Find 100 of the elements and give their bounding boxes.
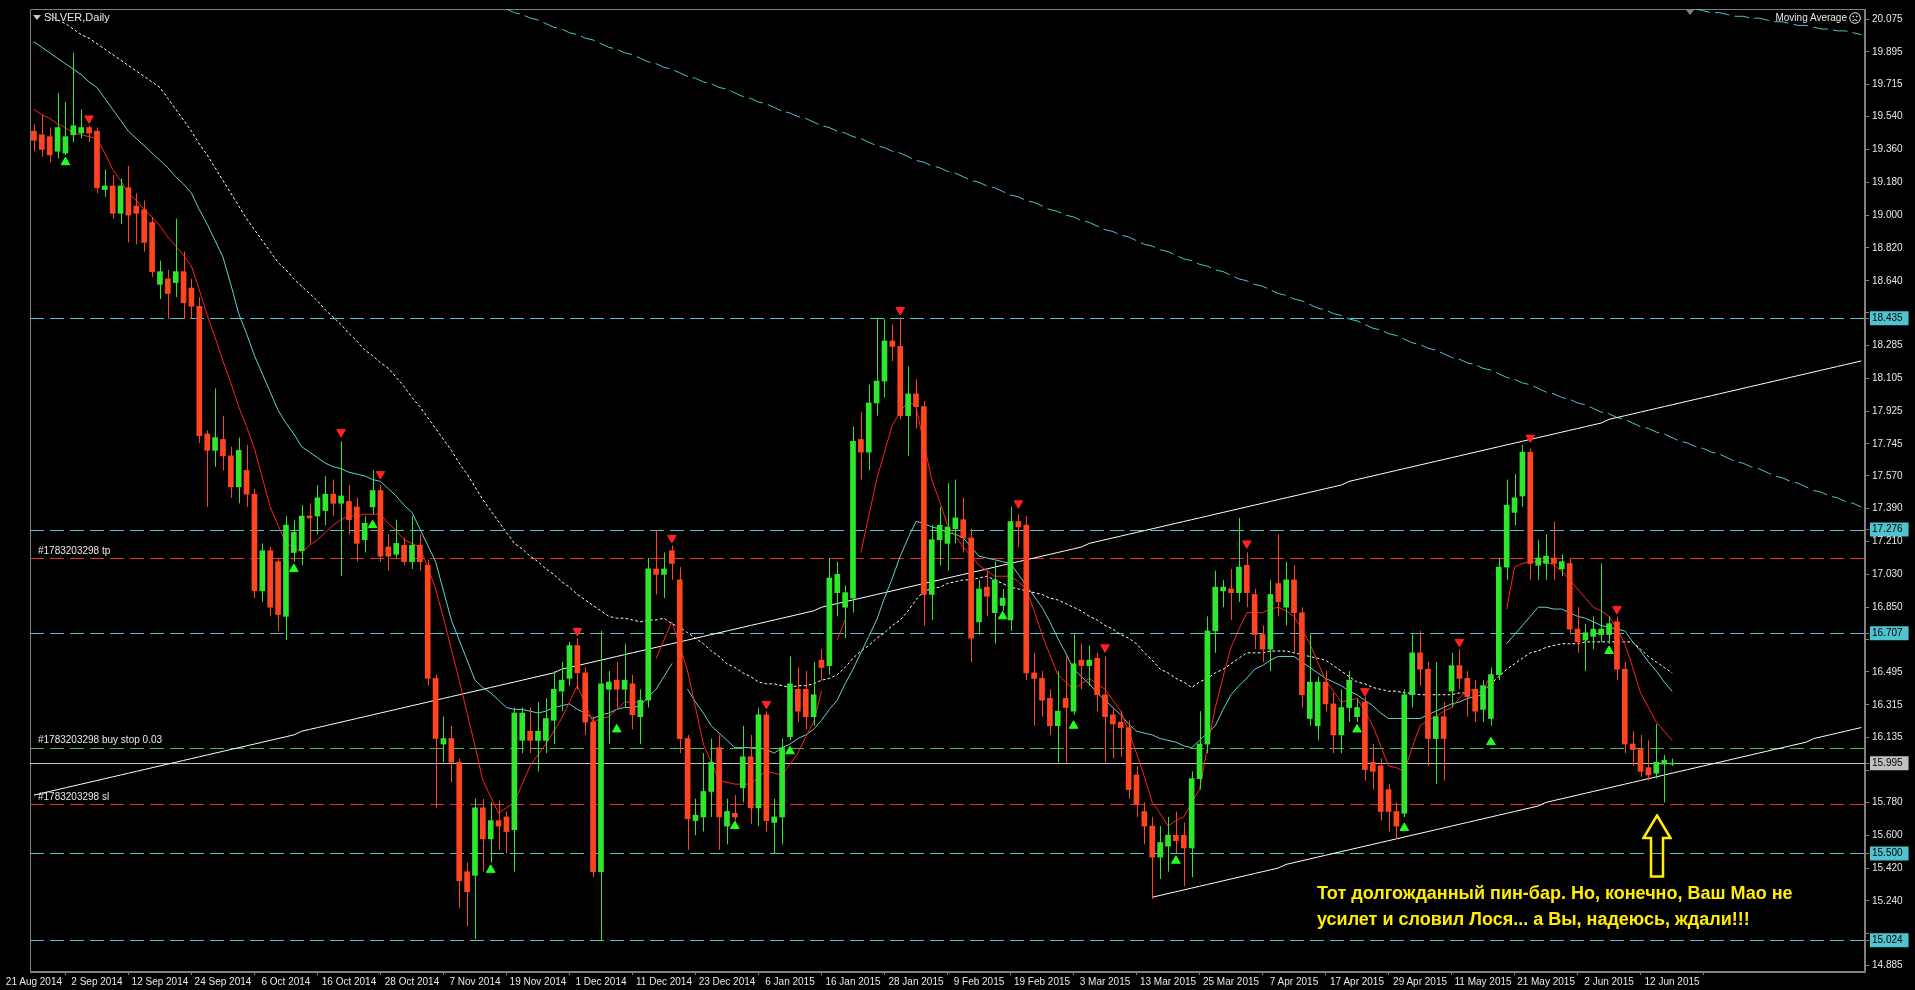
candlestick xyxy=(1472,679,1478,723)
x-tick-label: 16 Oct 2014 xyxy=(321,975,377,987)
point xyxy=(1013,500,1024,509)
point xyxy=(785,745,795,755)
y-tick-label: 16.495 xyxy=(1872,665,1904,677)
point xyxy=(367,519,378,529)
x-tick-label: 21 May 2015 xyxy=(1517,975,1576,987)
y-tick-label: 15.780 xyxy=(1872,796,1904,808)
y-tick-label: 16.315 xyxy=(1872,698,1904,710)
x-tick-label: 28 Oct 2014 xyxy=(384,975,440,987)
x-tick-label: 12 Sep 2014 xyxy=(131,975,189,987)
x-tick-label: 12 Jun 2015 xyxy=(1644,975,1701,987)
x-tick-label: 28 Jan 2015 xyxy=(888,975,944,987)
candlestick xyxy=(858,411,864,481)
y-tick-label: 17.390 xyxy=(1872,502,1904,514)
candlestick xyxy=(393,519,400,559)
candlestick xyxy=(157,260,163,300)
point xyxy=(375,471,386,480)
point xyxy=(611,723,622,733)
point xyxy=(485,864,496,873)
y-tick-label: 15.420 xyxy=(1872,861,1904,873)
x-tick-label: 7 Apr 2015 xyxy=(1269,975,1319,987)
y-tick-label: 14.885 xyxy=(1872,959,1904,971)
x-tick-label: 9 Feb 2015 xyxy=(953,975,1005,987)
candlestick xyxy=(1039,670,1045,718)
candlestick xyxy=(70,52,77,143)
x-tick-label: 19 Nov 2014 xyxy=(509,975,567,987)
x-tick-label: 29 Apr 2015 xyxy=(1393,975,1448,987)
x-tick-label: 2 Jun 2015 xyxy=(1584,975,1635,987)
y-tick-label: 19.715 xyxy=(1872,78,1904,90)
y-tick-label: 15.995 xyxy=(1872,756,1904,768)
y-tick-label: 15.500 xyxy=(1872,847,1904,859)
y-tick-label: 17.210 xyxy=(1872,535,1904,547)
candlestick xyxy=(842,584,848,639)
x-tick-label: 19 Feb 2015 xyxy=(1013,975,1071,987)
point xyxy=(730,820,740,830)
annotation: Тот долгожданный пин-бар. Но, конечно, Ваш Мао не усилет и словил Лося... а Вы, надеюсь, ждали!!! xyxy=(1317,882,1794,931)
x-tick-label: 6 Jan 2015 xyxy=(765,975,816,987)
candlestick xyxy=(1102,655,1108,763)
y-tick-label: 17.570 xyxy=(1872,469,1904,481)
point xyxy=(289,563,299,572)
candlestick xyxy=(1480,679,1486,723)
y-tick-label: 16.850 xyxy=(1872,600,1904,612)
candlestick xyxy=(984,570,990,617)
chart-title: SILVER,Daily xyxy=(44,11,110,24)
point xyxy=(1352,723,1362,733)
y-tick-label: 15.024 xyxy=(1872,934,1904,946)
candlestick xyxy=(527,707,533,754)
candlestick xyxy=(267,546,274,617)
y-tick-label: 19.360 xyxy=(1872,143,1904,155)
ref-line-label: #1783203298 sl xyxy=(38,790,110,802)
ref-line-label: #1783203298 tp xyxy=(38,544,111,556)
y-tick-label: 20.075 xyxy=(1872,12,1904,24)
x-tick-label: 11 May 2015 xyxy=(1454,975,1513,987)
point xyxy=(1525,434,1536,444)
candlestick xyxy=(1653,723,1660,780)
candlestick xyxy=(535,701,541,772)
point xyxy=(1454,638,1465,648)
y-tick-label: 17.745 xyxy=(1872,437,1904,449)
point xyxy=(761,700,772,710)
x-tick-label: 1 Dec 2014 xyxy=(575,975,627,987)
y-tick-label: 18.640 xyxy=(1872,274,1904,286)
candlestick xyxy=(464,862,470,927)
ref-line-label: #1783203298 buy stop 0.03 xyxy=(38,734,163,746)
candlestick xyxy=(1354,697,1360,723)
x-tick-label: 13 Mar 2015 xyxy=(1139,975,1197,987)
y-tick-label: 17.925 xyxy=(1872,404,1904,416)
y-tick-label: 19.000 xyxy=(1872,208,1904,220)
point xyxy=(1612,606,1622,615)
candlestick xyxy=(1488,666,1494,727)
point xyxy=(895,306,906,316)
x-tick-label: 3 Mar 2015 xyxy=(1079,975,1131,987)
y-tick-label: 17.030 xyxy=(1872,568,1904,580)
x-tick-label: 23 Dec 2014 xyxy=(698,975,756,987)
x-tick-label: 21 Aug 2014 xyxy=(5,975,63,987)
point xyxy=(1604,645,1614,654)
x-tick-label: 24 Sep 2014 xyxy=(194,975,252,987)
x-tick-label: 6 Oct 2014 xyxy=(261,975,311,987)
candlestick xyxy=(1417,630,1423,687)
candlestick xyxy=(795,666,801,723)
candlestick xyxy=(291,519,297,563)
candlestick xyxy=(212,387,218,468)
candlestick xyxy=(1432,661,1439,785)
point xyxy=(997,610,1008,620)
x-tick-label: 25 Mar 2015 xyxy=(1202,975,1260,987)
x-tick-label: 16 Jan 2015 xyxy=(825,975,881,987)
point xyxy=(667,534,677,544)
y-tick-label: 19.180 xyxy=(1872,176,1904,188)
x-tick-label: 2 Sep 2014 xyxy=(71,975,123,987)
point xyxy=(84,115,94,124)
y-tick-label: 15.240 xyxy=(1872,894,1904,906)
point xyxy=(1068,720,1079,729)
point xyxy=(1171,855,1181,864)
point xyxy=(1100,644,1110,653)
candlestick xyxy=(31,123,37,152)
point xyxy=(1399,822,1410,831)
point xyxy=(1486,736,1496,746)
y-tick-label: 15.600 xyxy=(1872,828,1904,840)
candlestick xyxy=(543,697,549,754)
y-tick-label: 18.285 xyxy=(1872,339,1904,351)
